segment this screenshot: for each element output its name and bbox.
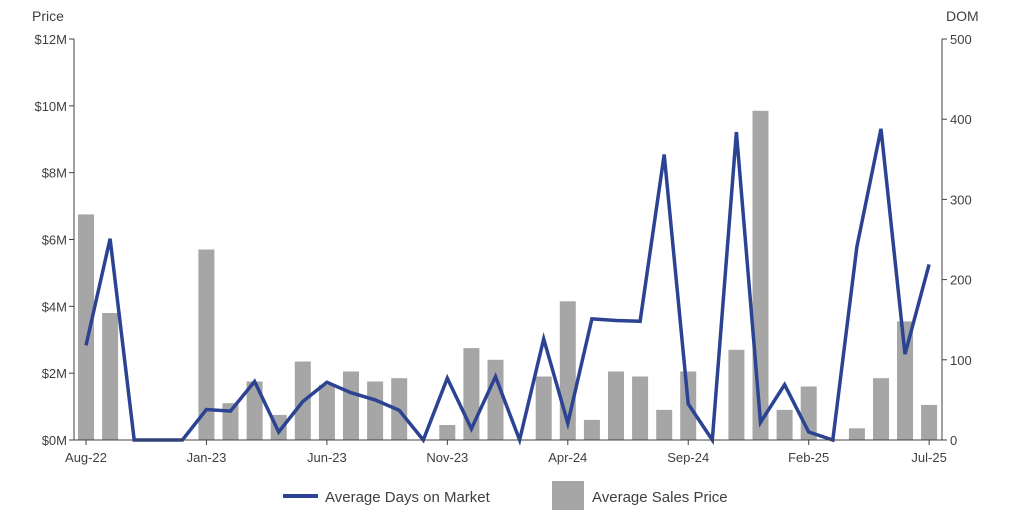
x-tick-label: Sep-24 xyxy=(667,450,709,465)
price-bar-aug-22 xyxy=(78,214,94,440)
right-tick-label: 100 xyxy=(950,353,972,368)
left-tick-label: $2M xyxy=(42,366,67,381)
price-bar-dec-24 xyxy=(752,110,769,441)
axes: Price DOM $0M $2M $4M $6M $8M $10M $12M 0 100 200… xyxy=(32,8,979,465)
price-bar-jul-23 xyxy=(343,371,359,440)
x-tick-label: Jan-23 xyxy=(187,450,227,465)
x-tick-label: Jul-25 xyxy=(911,450,946,465)
price-bar-sep-22 xyxy=(102,313,119,440)
price-bar-jan-25 xyxy=(776,409,793,440)
x-tick-label: Aug-22 xyxy=(65,450,107,465)
legend-label-sales-price: Average Sales Price xyxy=(592,489,728,506)
right-tick-label: 200 xyxy=(950,273,972,288)
price-bar-may-24 xyxy=(583,419,600,440)
price-bar-aug-23 xyxy=(367,381,384,440)
price-bar-jan-23 xyxy=(198,249,215,440)
x-tick-label: Feb-25 xyxy=(788,450,829,465)
price-bar-nov-23 xyxy=(439,425,456,440)
price-bar-jul-24 xyxy=(632,376,649,440)
right-tick-label: 400 xyxy=(950,112,972,127)
left-tick-label: $0M xyxy=(42,433,67,448)
right-tick-label: 300 xyxy=(950,192,972,207)
dom-line-series xyxy=(84,128,931,446)
price-bar-apr-25 xyxy=(848,428,865,440)
price-bar-aug-24 xyxy=(656,409,673,440)
price-bar-nov-24 xyxy=(728,349,745,440)
legend: Average Days on Market Average Sales Pri… xyxy=(283,481,728,510)
left-tick-label: $12M xyxy=(34,32,67,47)
price-bar-mar-24 xyxy=(535,376,552,440)
left-axis-title: Price xyxy=(32,8,64,24)
x-tick-label: Jun-23 xyxy=(307,450,347,465)
price-bar-jul-25 xyxy=(921,404,938,440)
price-bar-jun-23 xyxy=(318,384,335,440)
price-bar-may-25 xyxy=(873,378,889,440)
right-tick-label: 0 xyxy=(950,433,957,448)
dom-line xyxy=(84,128,931,446)
price-bar-mar-23 xyxy=(246,381,263,440)
legend-label-days-on-market: Average Days on Market xyxy=(325,489,491,506)
left-tick-label: $8M xyxy=(42,166,67,181)
x-tick-label: Apr-24 xyxy=(548,450,587,465)
left-tick-label: $10M xyxy=(34,99,67,114)
price-bars xyxy=(78,110,938,441)
left-tick-label: $6M xyxy=(42,233,67,248)
legend-box-swatch xyxy=(552,481,584,510)
price-bar-jan-24 xyxy=(487,359,504,440)
right-axis-title: DOM xyxy=(946,8,979,24)
price-bar-jun-25 xyxy=(897,321,913,440)
price-bar-jun-24 xyxy=(608,371,624,440)
left-tick-label: $4M xyxy=(42,299,67,314)
x-tick-label: Nov-23 xyxy=(426,450,468,465)
right-tick-label: 500 xyxy=(950,32,972,47)
